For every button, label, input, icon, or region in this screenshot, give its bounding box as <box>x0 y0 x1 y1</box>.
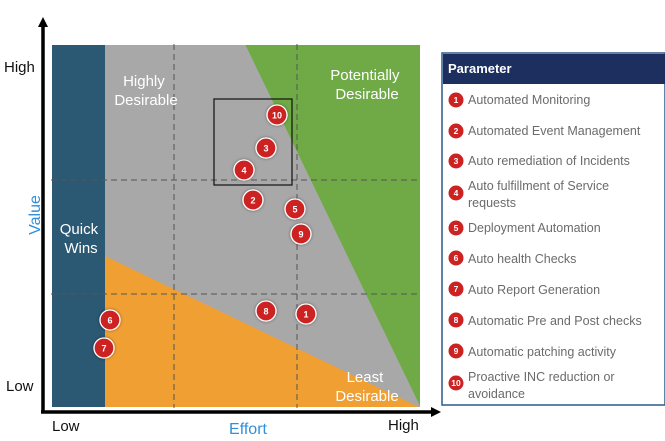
svg-text:1: 1 <box>454 95 459 105</box>
x-axis-title: Effort <box>229 421 268 438</box>
svg-text:3: 3 <box>263 143 268 153</box>
svg-text:10: 10 <box>451 378 461 388</box>
marker-2: 2 <box>242 189 264 211</box>
potentially-desirable-zone <box>245 44 421 408</box>
marker-3: 3 <box>255 137 277 159</box>
parameter-legend: Parameter 1 Automated Monitoring 2 Autom… <box>441 52 665 406</box>
legend-item-10: 10 Proactive INC reduction or avoidance <box>448 370 615 401</box>
svg-text:requests: requests <box>468 196 516 210</box>
legend-item-3: 3 Auto remediation of Incidents <box>448 153 630 169</box>
svg-text:Automatic patching activity: Automatic patching activity <box>468 345 617 359</box>
legend-item-7: 7 Auto Report Generation <box>448 281 600 297</box>
svg-text:Auto Report Generation: Auto Report Generation <box>468 283 600 297</box>
svg-text:9: 9 <box>298 229 303 239</box>
svg-text:Proactive INC reduction or: Proactive INC reduction or <box>468 370 615 384</box>
svg-text:6: 6 <box>107 315 112 325</box>
plot-area <box>50 43 422 409</box>
svg-text:7: 7 <box>454 284 459 294</box>
marker-1: 1 <box>295 303 317 325</box>
svg-text:2: 2 <box>454 126 459 136</box>
svg-text:2: 2 <box>250 195 255 205</box>
svg-text:Auto remediation of Incidents: Auto remediation of Incidents <box>468 154 630 168</box>
svg-text:Auto fulfillment of Service: Auto fulfillment of Service <box>468 179 609 193</box>
plot-frame <box>50 43 422 409</box>
marker-9: 9 <box>290 223 312 245</box>
svg-text:5: 5 <box>292 204 297 214</box>
legend-header-label: Parameter <box>448 61 512 76</box>
marker-4: 4 <box>233 159 255 181</box>
svg-text:8: 8 <box>454 315 459 325</box>
svg-text:8: 8 <box>263 306 268 316</box>
svg-text:10: 10 <box>272 110 282 120</box>
legend-item-4: 4 Auto fulfillment of Service requests <box>448 179 609 210</box>
svg-text:Automatic Pre and Post checks: Automatic Pre and Post checks <box>468 314 642 328</box>
svg-text:4: 4 <box>241 165 246 175</box>
svg-text:Automated Monitoring: Automated Monitoring <box>468 93 590 107</box>
markers: 10 3 4 2 5 9 8 1 <box>93 104 317 359</box>
legend-item-1: 1 Automated Monitoring <box>448 92 590 108</box>
legend-header <box>443 54 665 84</box>
svg-text:7: 7 <box>101 343 106 353</box>
legend-frame <box>441 52 665 406</box>
svg-text:Deployment Automation: Deployment Automation <box>468 221 601 235</box>
svg-text:avoidance: avoidance <box>468 387 525 401</box>
legend-item-2: 2 Automated Event Management <box>448 123 641 139</box>
x-low-label: Low <box>52 418 80 435</box>
marker-5: 5 <box>284 198 306 220</box>
legend-item-6: 6 Auto health Checks <box>448 250 576 266</box>
potentially-desirable-label: Potentially Desirable <box>330 67 403 103</box>
legend-item-8: 8 Automatic Pre and Post checks <box>448 312 642 328</box>
axes <box>38 17 441 417</box>
svg-text:Auto health Checks: Auto health Checks <box>468 252 576 266</box>
y-axis-title: Value <box>27 195 44 235</box>
least-desirable-label: Least Desirable <box>335 369 398 405</box>
svg-text:9: 9 <box>454 346 459 356</box>
svg-text:6: 6 <box>454 253 459 263</box>
quick-wins-label: Quick Wins <box>60 221 103 257</box>
svg-text:4: 4 <box>454 188 459 198</box>
svg-text:1: 1 <box>303 309 308 319</box>
svg-text:5: 5 <box>454 223 459 233</box>
svg-text:Automated Event Management: Automated Event Management <box>468 124 641 138</box>
y-high-label: High <box>4 59 35 76</box>
highly-desirable-label: Highly Desirable <box>114 73 177 109</box>
marker-7: 7 <box>93 337 115 359</box>
focus-box <box>213 98 293 186</box>
x-high-label: High <box>388 417 419 434</box>
svg-text:3: 3 <box>454 156 459 166</box>
marker-6: 6 <box>99 309 121 331</box>
legend-item-9: 9 Automatic patching activity <box>448 343 617 359</box>
y-low-label: Low <box>6 378 34 395</box>
marker-10: 10 <box>266 104 288 126</box>
marker-8: 8 <box>255 300 277 322</box>
legend-item-5: 5 Deployment Automation <box>448 220 601 236</box>
